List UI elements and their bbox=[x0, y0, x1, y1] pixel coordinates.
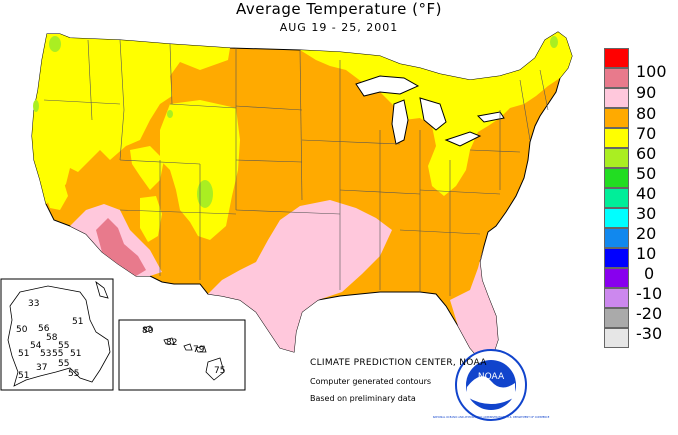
green-area-colorado bbox=[197, 180, 213, 208]
yellow-region-northwest bbox=[32, 34, 230, 204]
legend-swatch bbox=[604, 328, 629, 348]
legend-swatch bbox=[604, 188, 629, 208]
alaska-station: 33 bbox=[28, 299, 39, 309]
legend-swatch bbox=[604, 148, 629, 168]
legend-label: 50 bbox=[636, 164, 657, 183]
legend-swatch bbox=[604, 88, 629, 108]
legend-swatch bbox=[604, 288, 629, 308]
credit-center: CLIMATE PREDICTION CENTER, NOAA bbox=[310, 358, 487, 368]
green-area-oregon bbox=[33, 100, 39, 112]
map-title: Average Temperature (°F) bbox=[0, 0, 678, 18]
hawaii-inset-frame bbox=[118, 319, 246, 391]
yellow-region-colorado bbox=[130, 146, 164, 190]
alaska-station: 51 bbox=[72, 317, 83, 327]
alaska-station: 55 bbox=[58, 341, 69, 351]
map-date-range: AUG 19 - 25, 2001 bbox=[279, 21, 399, 34]
legend-label: 100 bbox=[636, 62, 667, 81]
legend-label: 90 bbox=[636, 83, 657, 102]
pink-region-florida bbox=[450, 246, 498, 362]
yellow-region-california bbox=[40, 170, 68, 210]
alaska-station: 37 bbox=[36, 363, 47, 373]
legend-label: 30 bbox=[636, 204, 657, 223]
alaska-station: 58 bbox=[46, 333, 58, 343]
alaska-stations: 33 51 50 56 58 55 51 54 53 55 51 37 55 5… bbox=[16, 299, 83, 381]
hawaii-station: 75 bbox=[214, 366, 225, 376]
legend-swatch bbox=[604, 48, 629, 68]
legend-swatch bbox=[604, 228, 629, 248]
legend-label: 10 bbox=[636, 244, 657, 263]
green-area-washington bbox=[49, 36, 61, 52]
alaska-station: 50 bbox=[16, 325, 28, 335]
legend-swatch bbox=[604, 68, 629, 88]
legend-label: -30 bbox=[636, 324, 663, 343]
pink-region-south bbox=[208, 200, 392, 352]
alaska-station: 55 bbox=[58, 359, 69, 369]
alaska-outline bbox=[7, 285, 111, 387]
noaa-logo-bird-icon bbox=[467, 376, 515, 404]
alaska-station: 51 bbox=[18, 371, 29, 381]
legend-swatch bbox=[604, 168, 629, 188]
rose-region-desert bbox=[96, 218, 146, 276]
lake-huron bbox=[419, 97, 447, 131]
yellow-region-arizona bbox=[140, 196, 162, 242]
legend-swatch bbox=[604, 248, 629, 268]
hawaii-station: 82 bbox=[166, 338, 177, 348]
legend-label: 60 bbox=[636, 144, 657, 163]
lake-michigan bbox=[391, 99, 409, 145]
hawaii-station: 79 bbox=[193, 345, 205, 355]
legend-swatch bbox=[604, 208, 629, 228]
map-title-text: Average Temperature (°F) bbox=[236, 0, 442, 18]
alaska-station: 55 bbox=[52, 349, 63, 359]
lake-erie bbox=[444, 131, 482, 147]
legend-label: -10 bbox=[636, 284, 663, 303]
hawaii-station: 80 bbox=[142, 326, 154, 336]
legend-label: 40 bbox=[636, 184, 657, 203]
alaska-station: 56 bbox=[38, 324, 50, 334]
alaska-station: 51 bbox=[70, 349, 81, 359]
credit-computed: Computer generated contours bbox=[310, 377, 432, 386]
hawaii-stations: 80 82 79 75 bbox=[142, 326, 225, 376]
lake-superior bbox=[355, 75, 420, 97]
green-area-idaho bbox=[167, 110, 173, 118]
lake-ontario bbox=[476, 111, 505, 123]
state-boundaries bbox=[43, 39, 549, 296]
credit-basis: Based on preliminary data bbox=[310, 394, 416, 403]
legend-swatch bbox=[604, 108, 629, 128]
noaa-logo-ring-text: NATIONAL OCEANIC AND ATMOSPHERIC ADMINIS… bbox=[433, 415, 550, 419]
alaska-station: 55 bbox=[68, 369, 79, 379]
alaska-station: 51 bbox=[18, 349, 29, 359]
legend-swatch bbox=[604, 308, 629, 328]
legend-label: 20 bbox=[636, 224, 657, 243]
legend-swatch bbox=[604, 268, 629, 288]
alaska-station: 54 bbox=[30, 341, 42, 351]
alaska-panhandle bbox=[95, 280, 109, 299]
legend-label: 70 bbox=[636, 124, 657, 143]
green-area-maine bbox=[550, 36, 558, 48]
legend-label: 80 bbox=[636, 104, 657, 123]
noaa-logo: NOAA NATIONAL OCEANIC AND ATMOSPHERIC AD… bbox=[433, 349, 550, 421]
alaska-station: 53 bbox=[40, 349, 51, 359]
legend-label: 0 bbox=[644, 264, 655, 283]
hawaii-islands bbox=[143, 325, 225, 381]
legend-label: -20 bbox=[636, 304, 663, 323]
legend-swatch bbox=[604, 128, 629, 148]
noaa-logo-text: NOAA bbox=[478, 372, 505, 382]
